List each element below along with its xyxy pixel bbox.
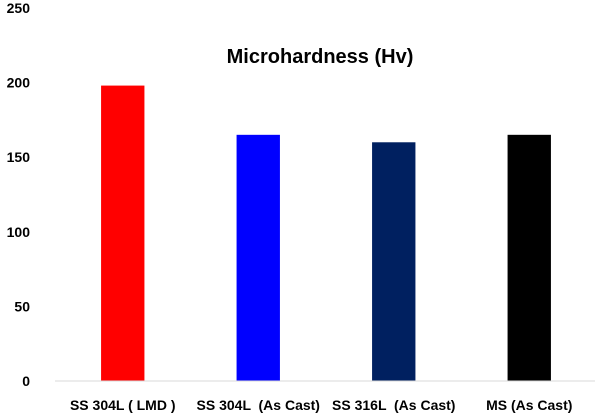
chart-title: Microhardness (Hv) bbox=[227, 46, 414, 68]
y-tick-label: 200 bbox=[7, 75, 31, 91]
bar bbox=[372, 142, 416, 381]
x-category-label: SS 304L ( LMD ) bbox=[70, 397, 176, 413]
x-axis-category-labels: SS 304L ( LMD ) SS 304L (As Cast) SS 316L … bbox=[70, 397, 572, 413]
x-category-label: MS (As Cast) bbox=[486, 397, 572, 413]
y-tick-label: 100 bbox=[7, 224, 31, 240]
y-axis-tick-labels: 0 50 100 150 200 250 bbox=[7, 0, 31, 389]
bar bbox=[236, 134, 280, 381]
y-tick-label: 150 bbox=[7, 149, 31, 165]
bar bbox=[507, 134, 551, 381]
y-tick-label: 250 bbox=[7, 0, 31, 16]
bar-series bbox=[101, 85, 551, 382]
y-tick-label: 50 bbox=[14, 298, 30, 314]
y-tick-label: 0 bbox=[22, 373, 30, 389]
x-category-label: SS 316L (As Cast) bbox=[332, 397, 455, 413]
x-category-label: SS 304L (As Cast) bbox=[197, 397, 320, 413]
bar bbox=[101, 85, 145, 382]
